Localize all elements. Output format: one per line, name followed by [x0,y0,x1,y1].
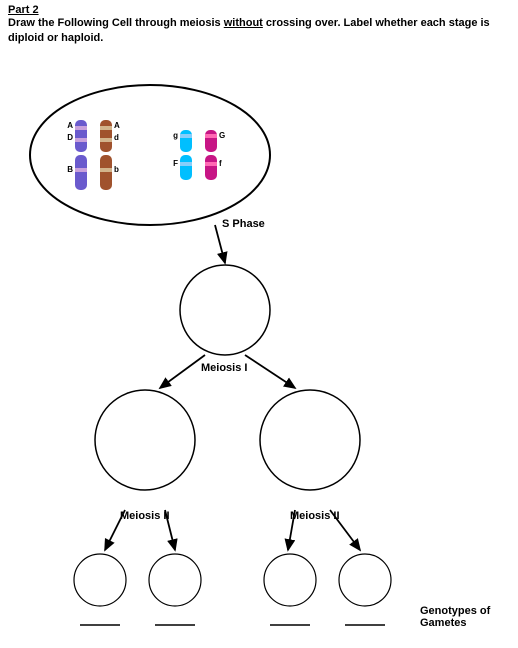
label-meiosis-i: Meiosis I [201,362,247,374]
label-meiosis-ii-left: Meiosis II [120,510,170,522]
gametes-group [74,554,391,606]
gamete-cell-1 [74,554,126,606]
label-s-phase: S Phase [222,218,265,230]
arrows-group [105,225,360,550]
label-genotypes: Genotypes of Gametes [420,605,490,629]
arrow-m1_right [245,355,295,388]
instruction-pre: Draw the Following Cell through meiosis [8,17,224,29]
chromosome-brown [100,120,112,190]
gamete-cell-2 [149,554,201,606]
gamete-cell-4 [339,554,391,606]
allele-d-brown: d [114,133,119,142]
allele-b-brown: b [114,165,119,174]
gamete-cell-3 [264,554,316,606]
chromosome-group [75,120,217,190]
allele-f-magenta: f [219,159,222,168]
meiosis-i-cell-right [260,390,360,490]
chromosome-purple [75,120,87,190]
allele-B-purple: B [67,165,73,174]
instruction-underlined: without [224,17,263,29]
parent-cell [30,85,270,225]
allele-A-brown: A [114,121,120,130]
allele-F-cyan: F [173,159,178,168]
allele-g-cyan: g [173,131,178,140]
arrow-s_phase [215,225,225,263]
arrow-m1_left [160,355,205,388]
meiosis-i-cell-left [95,390,195,490]
post-s-cell [180,265,270,355]
allele-labels: ADBAdbgFGf [67,121,225,174]
diagram-canvas: ADBAdbgFGf [0,0,518,648]
allele-A-purple: A [67,121,73,130]
label-meiosis-ii-right: Meiosis II [290,510,340,522]
part-title: Part 2 [8,4,510,16]
chromosome-magenta [205,130,217,180]
allele-D-purple: D [67,133,73,142]
allele-G-magenta: G [219,131,225,140]
chromosome-cyan [180,130,192,180]
instructions: Draw the Following Cell through meiosis … [8,16,510,46]
